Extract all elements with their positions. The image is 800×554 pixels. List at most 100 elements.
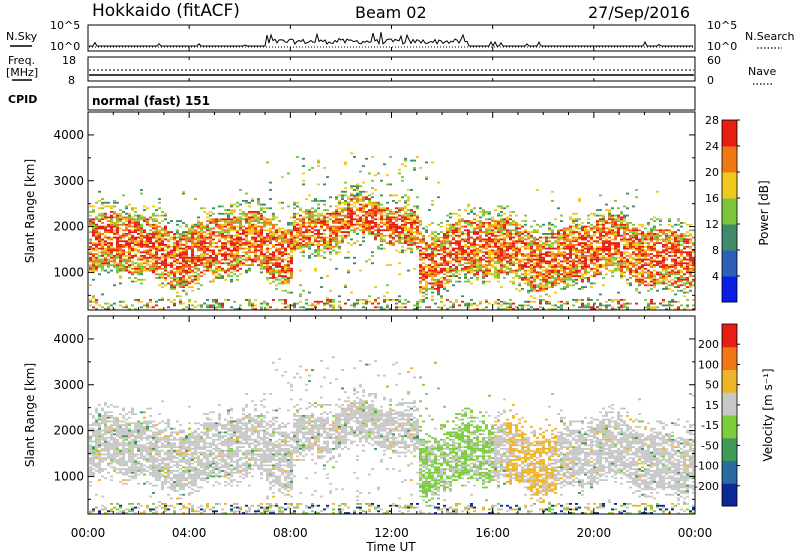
echo-cell: [107, 225, 110, 228]
echo-cell: [320, 222, 323, 224]
echo-cell: [125, 258, 128, 261]
echo-cell: [464, 245, 467, 248]
echo-cell: [182, 231, 185, 233]
echo-cell: [263, 244, 266, 246]
echo-cell: [467, 203, 470, 206]
echo-cell: [254, 258, 257, 261]
echo-cell: [617, 220, 620, 222]
echo-cell: [314, 233, 317, 235]
echo-cell: [302, 218, 305, 221]
echo-cell: [146, 304, 149, 307]
echo-cell: [176, 242, 179, 244]
echo-cell: [584, 251, 587, 254]
echo-cell: [590, 253, 593, 255]
echo-cell: [572, 267, 575, 270]
echo-cell: [251, 211, 254, 213]
echo-cell: [110, 256, 113, 259]
echo-cell: [185, 291, 188, 294]
echo-cell: [263, 207, 266, 210]
echo-cell: [140, 255, 143, 257]
echo-cell: [638, 242, 641, 244]
echo-cell: [419, 256, 422, 259]
echo-cell: [575, 218, 578, 221]
echo-cell: [119, 247, 122, 250]
echo-cell: [158, 238, 161, 241]
echo-cell: [197, 225, 200, 228]
echo-cell: [545, 277, 548, 279]
echo-cell: [578, 258, 581, 261]
echo-cell: [110, 253, 113, 255]
echo-cell: [299, 207, 302, 210]
echo-cell: [452, 306, 455, 309]
echo-cell: [620, 271, 623, 274]
echo-cell: [581, 306, 584, 309]
echo-cell: [578, 223, 581, 226]
echo-cell: [191, 242, 194, 244]
echo-cell: [569, 267, 572, 270]
echo-cell: [359, 223, 362, 226]
echo-cell: [584, 266, 587, 268]
echo-cell: [560, 280, 563, 283]
echo-cell: [431, 282, 434, 285]
echo-cell: [254, 299, 257, 301]
echo-cell: [377, 229, 380, 232]
echo-cell: [470, 269, 473, 272]
echo-cell: [197, 220, 200, 222]
echo-cell: [266, 262, 269, 265]
echo-cell: [596, 227, 599, 230]
echo-cell: [365, 190, 368, 193]
echo-cell: [170, 280, 173, 283]
echo-cell: [542, 299, 545, 301]
echo-cell: [380, 207, 383, 210]
echo-cell: [269, 277, 272, 279]
echo-cell: [290, 238, 293, 241]
echo-cell: [593, 234, 596, 237]
echo-cell: [590, 306, 593, 309]
echo-cell: [548, 271, 551, 274]
echo-cell: [521, 236, 524, 239]
echo-cell: [152, 264, 155, 266]
echo-cell: [347, 205, 350, 208]
echo-cell: [623, 306, 626, 309]
echo-cell: [482, 275, 485, 277]
echo-cell: [299, 306, 302, 309]
echo-cell: [317, 247, 320, 250]
echo-cell: [290, 249, 293, 252]
echo-cell: [452, 227, 455, 230]
echo-cell: [530, 231, 533, 233]
echo-cell: [329, 306, 332, 309]
echo-cell: [392, 200, 395, 202]
echo-cell: [449, 223, 452, 226]
echo-cell: [473, 308, 476, 310]
echo-cell: [470, 211, 473, 213]
echo-cell: [260, 258, 263, 261]
echo-cell: [614, 231, 617, 233]
echo-cell: [617, 223, 620, 226]
echo-cell: [509, 247, 512, 250]
echo-cell: [107, 229, 110, 232]
echo-cell: [230, 280, 233, 283]
echo-cell: [590, 255, 593, 257]
echo-cell: [359, 220, 362, 222]
echo-cell: [533, 258, 536, 261]
echo-cell: [323, 236, 326, 239]
echo-cell: [626, 207, 629, 210]
echo-cell: [404, 240, 407, 243]
echo-cell: [95, 225, 98, 228]
echo-cell: [191, 225, 194, 228]
echo-cell: [317, 203, 320, 206]
echo-cell: [272, 236, 275, 239]
echo-cell: [548, 253, 551, 255]
echo-cell: [401, 249, 404, 252]
echo-cell: [446, 308, 449, 310]
echo-cell: [269, 253, 272, 255]
echo-cell: [92, 249, 95, 252]
echo-cell: [581, 302, 584, 305]
echo-cell: [290, 229, 293, 232]
echo-cell: [416, 156, 419, 158]
echo-cell: [518, 308, 521, 310]
echo-cell: [296, 240, 299, 243]
echo-cell: [359, 269, 362, 272]
freq-panel-frame: [87, 56, 696, 82]
echo-cell: [275, 277, 278, 279]
